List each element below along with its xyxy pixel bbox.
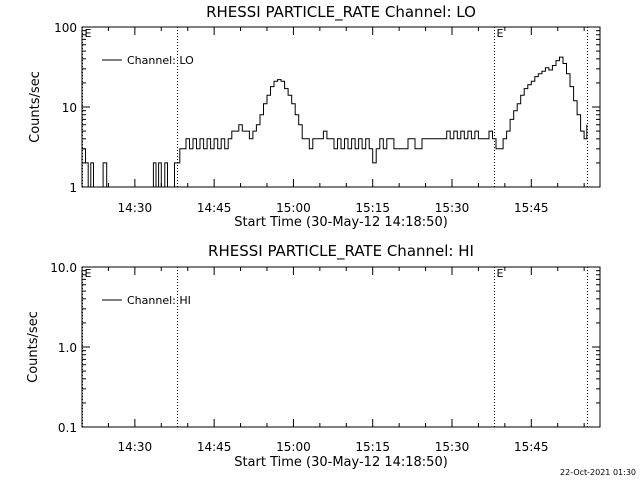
plot-frame xyxy=(81,266,601,428)
legend-label: Channel: LO xyxy=(127,54,194,67)
x-tick-label: 15:45 xyxy=(514,201,549,215)
chart-title: RHESSI PARTICLE_RATE Channel: HI xyxy=(208,242,474,261)
y-tick-label: 10 xyxy=(62,101,77,115)
event-marker-label: E xyxy=(85,267,92,280)
y-axis-label: Counts/sec xyxy=(28,71,43,143)
y-tick-label: 100 xyxy=(54,21,77,35)
x-tick-label: 15:45 xyxy=(514,440,549,454)
x-tick-label: 15:00 xyxy=(276,440,311,454)
event-marker-label: E xyxy=(85,27,92,40)
x-tick-label: 14:45 xyxy=(197,440,232,454)
x-tick-label: 15:30 xyxy=(435,440,470,454)
y-tick-label: 1.0 xyxy=(58,341,77,355)
x-tick-label: 15:15 xyxy=(355,201,390,215)
chart-title: RHESSI PARTICLE_RATE Channel: LO xyxy=(206,3,476,22)
y-axis-label: Counts/sec xyxy=(26,311,41,383)
x-axis-label: Start Time (30-May-12 14:18:50) xyxy=(234,215,448,230)
footer-timestamp: 22-Oct-2021 01:30 xyxy=(560,468,636,477)
x-tick-label: 14:30 xyxy=(118,201,153,215)
x-tick-label: 15:15 xyxy=(355,440,390,454)
x-axis-label: Start Time (30-May-12 14:18:50) xyxy=(234,455,448,470)
x-tick-label: 14:45 xyxy=(197,201,232,215)
chart-panel-lo: RHESSI PARTICLE_RATE Channel: LO 14:30 14:… xyxy=(28,3,601,230)
x-tick-label: 15:00 xyxy=(276,201,311,215)
event-marker-label: E xyxy=(497,27,504,40)
x-tick-label: 14:30 xyxy=(118,440,153,454)
chart-panel-hi: RHESSI PARTICLE_RATE Channel: HI 14:30 14:… xyxy=(26,242,601,470)
y-tick-label: 1 xyxy=(69,181,77,195)
legend-label: Channel: HI xyxy=(127,294,191,307)
series-line-channel-lo xyxy=(82,56,588,187)
event-marker-label: E xyxy=(497,267,504,280)
y-tick-label: 10.0 xyxy=(50,261,77,275)
y-tick-label: 0.1 xyxy=(58,421,77,435)
x-tick-label: 15:30 xyxy=(435,201,470,215)
